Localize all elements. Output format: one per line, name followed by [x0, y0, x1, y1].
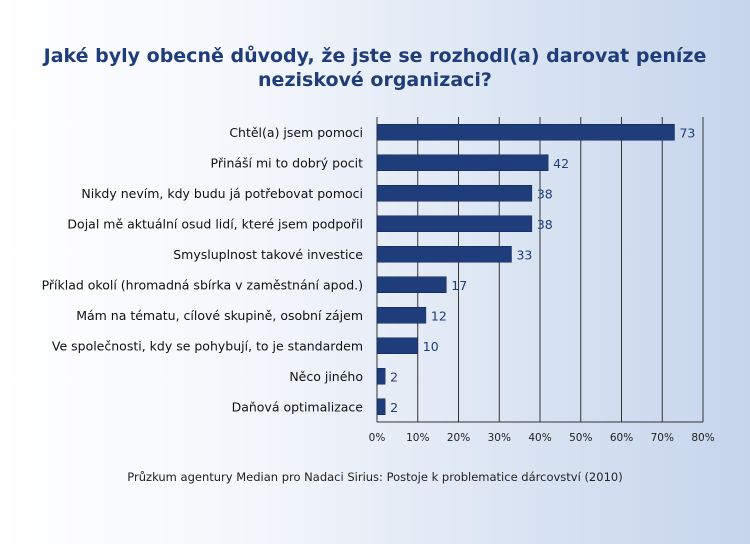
category-label: Přináší mi to dobrý pocit [211, 155, 364, 170]
category-label: Ve společnosti, kdy se pohybují, to je s… [52, 338, 363, 353]
chart-title: Jaké byly obecně důvody, že jste se rozh… [0, 44, 750, 92]
bar [376, 154, 549, 171]
x-tick-label: 70% [651, 432, 674, 444]
category-label: Daňová optimalizace [232, 399, 364, 414]
bar [376, 276, 447, 293]
value-label: 17 [451, 278, 467, 293]
bar [376, 124, 675, 141]
source-note: Průzkum agentury Median pro Nadaci Siriu… [127, 470, 623, 484]
value-label: 2 [390, 400, 398, 415]
bar [376, 337, 418, 354]
value-label: 2 [390, 369, 398, 384]
x-tick-label: 40% [528, 432, 551, 444]
bar [376, 185, 533, 202]
x-tick-label: 80% [691, 432, 714, 444]
value-label: 33 [516, 247, 532, 262]
bar [376, 215, 533, 232]
value-label: 12 [431, 308, 447, 323]
bar [376, 307, 427, 324]
value-label: 10 [423, 339, 439, 354]
value-label: 42 [553, 156, 569, 171]
value-label: 73 [679, 125, 695, 140]
value-label: 38 [537, 186, 553, 201]
category-label: Nikdy nevím, kdy budu já potřebovat pomo… [81, 186, 363, 201]
category-label: Smysluplnost takové investice [173, 247, 363, 262]
bar [376, 368, 386, 385]
value-label: 38 [537, 217, 553, 232]
x-tick-label: 10% [406, 432, 429, 444]
bar [376, 398, 386, 415]
x-tick-label: 60% [610, 432, 633, 444]
category-label: Chtěl(a) jsem pomoci [229, 125, 363, 140]
bar [376, 246, 512, 263]
chart-title-line-1: Jaké byly obecně důvody, že jste se rozh… [43, 45, 707, 67]
x-tick-label: 30% [488, 432, 511, 444]
category-label: Dojal mě aktuální osud lidí, které jsem … [67, 216, 363, 231]
x-tick-label: 50% [569, 432, 592, 444]
category-label: Příklad okolí (hromadná sbírka v zaměstn… [42, 277, 363, 292]
chart-title-line-2: neziskové organizaci? [258, 69, 492, 91]
category-label: Něco jiného [289, 369, 363, 384]
x-tick-label: 0% [369, 432, 386, 444]
x-tick-label: 20% [447, 432, 470, 444]
category-label: Mám na tématu, cílové skupině, osobní zá… [76, 308, 363, 323]
